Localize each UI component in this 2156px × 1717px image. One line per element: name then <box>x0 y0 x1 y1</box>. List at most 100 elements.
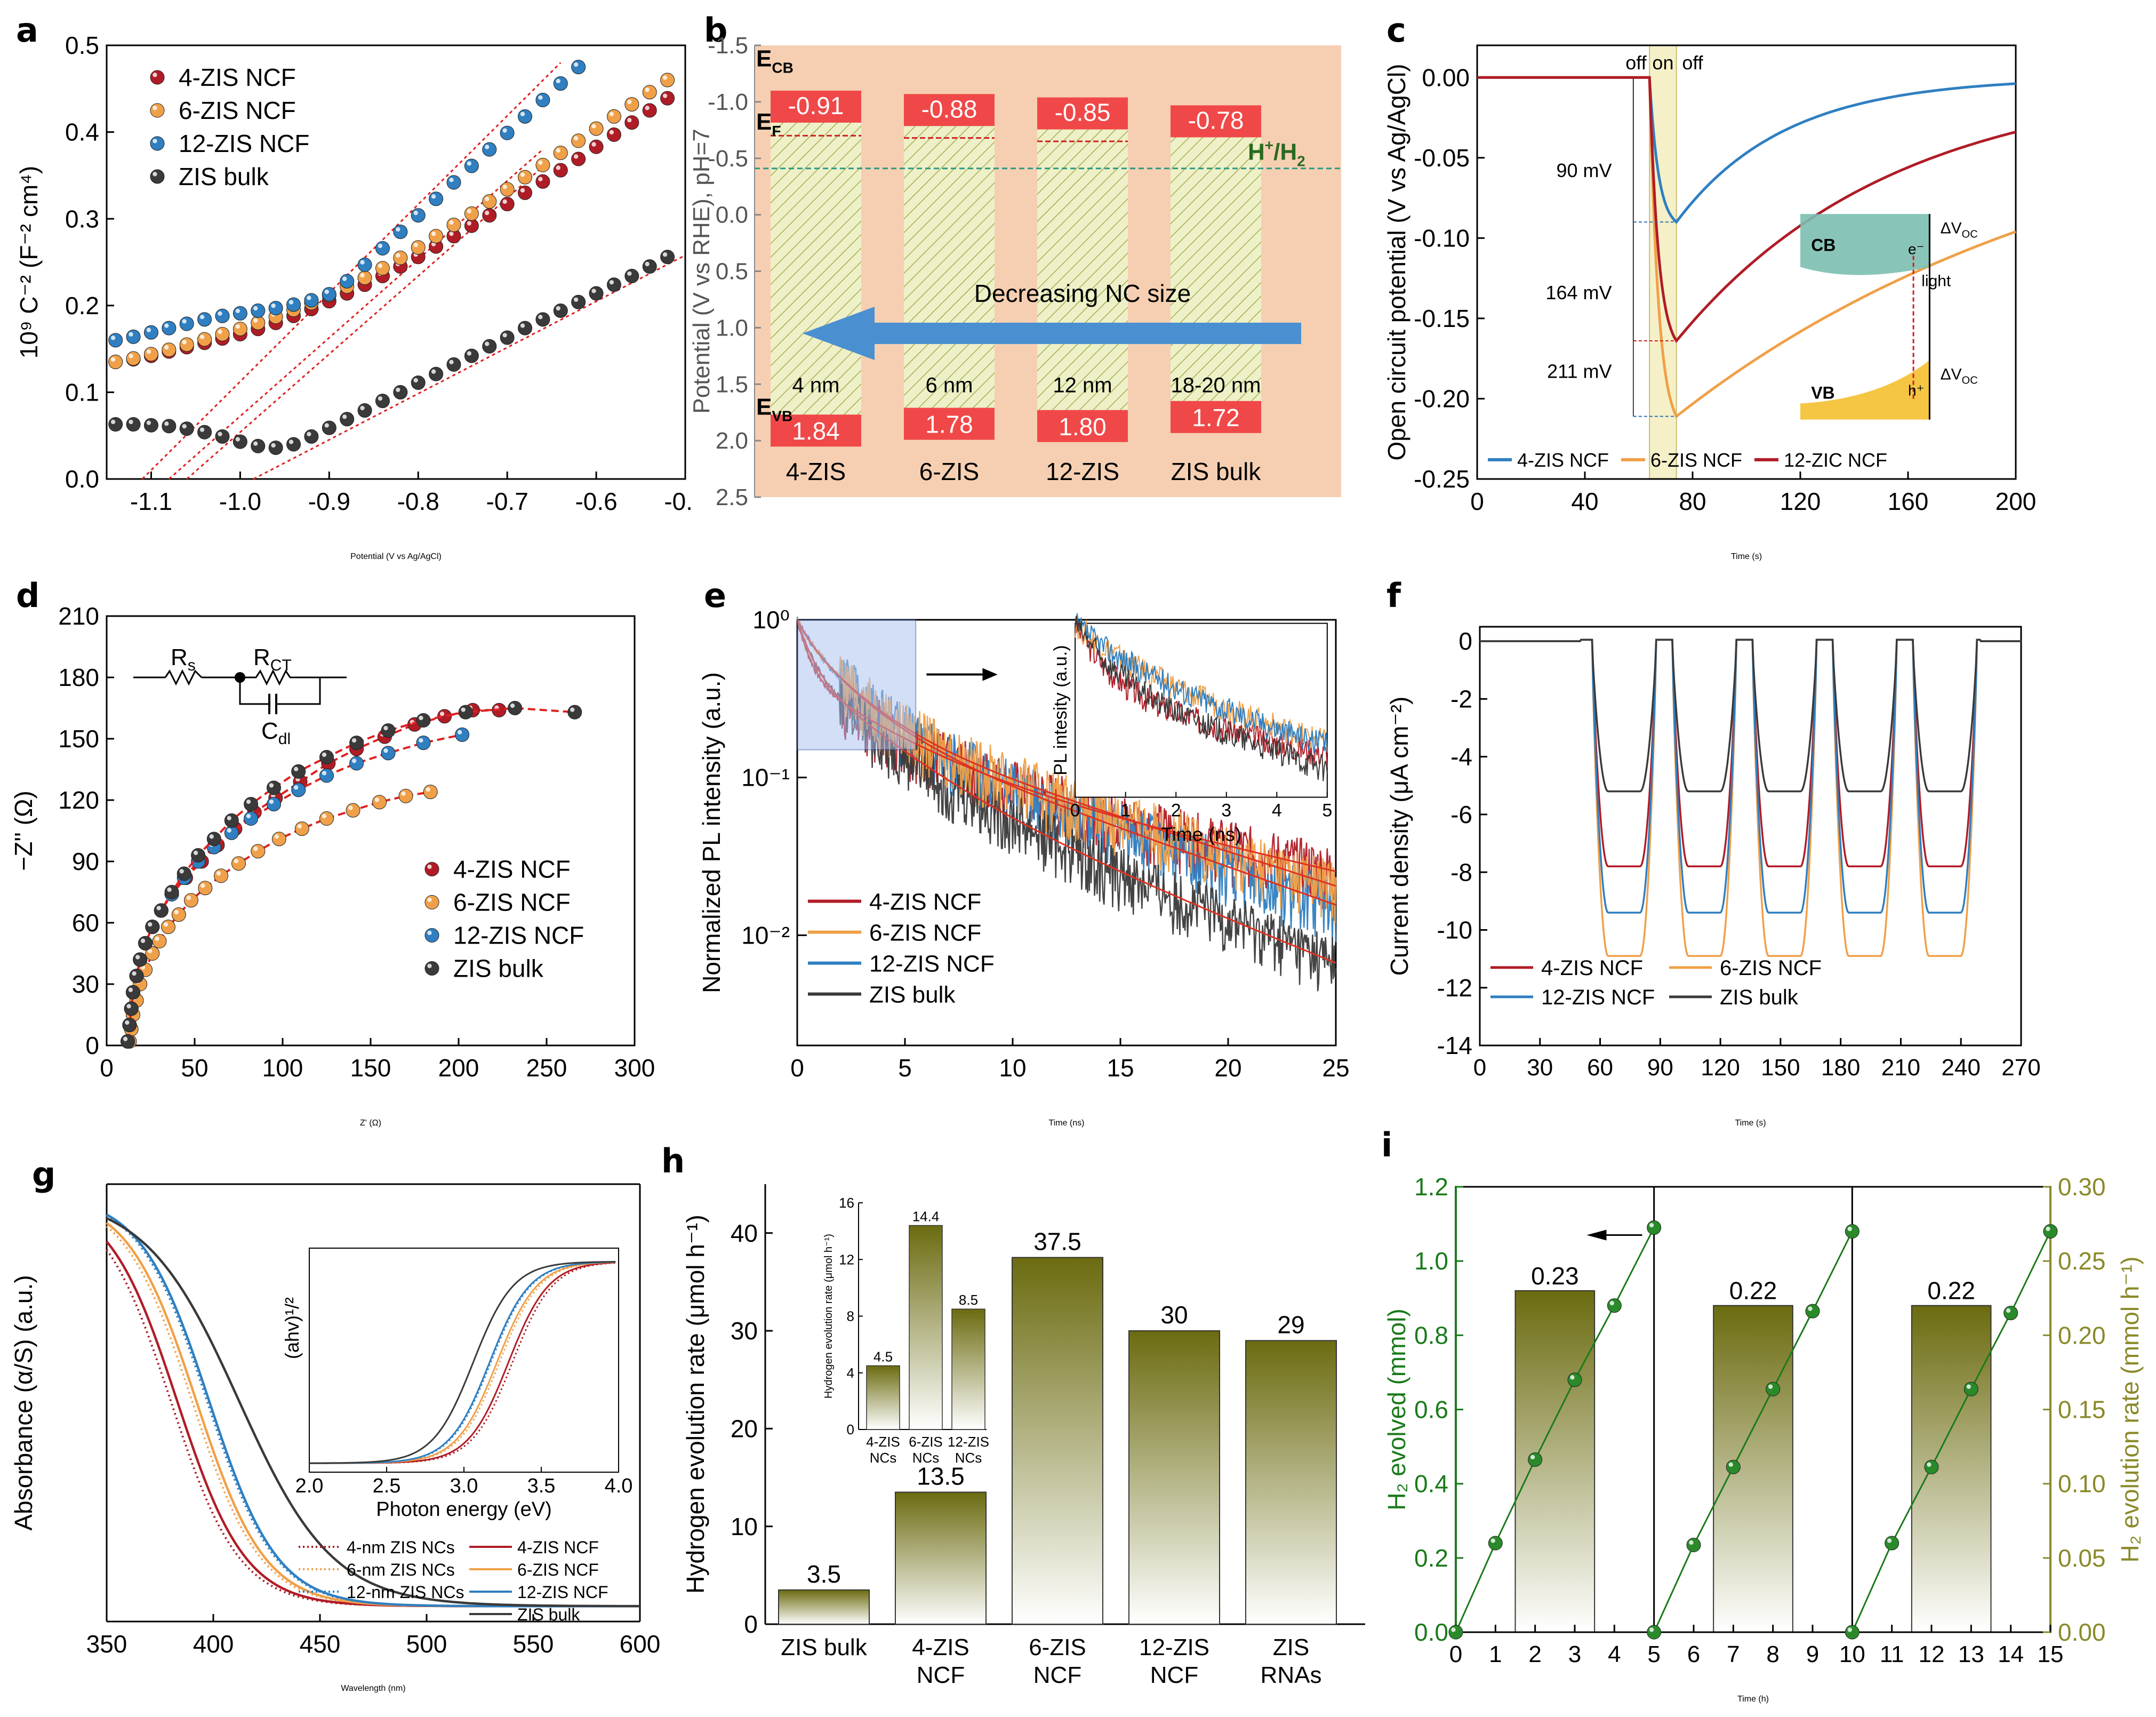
marker-body <box>500 182 515 197</box>
marker-highlight <box>129 419 133 425</box>
marker-highlight <box>556 306 560 311</box>
data-point <box>518 321 533 336</box>
data-point <box>143 325 158 340</box>
fit-line <box>141 62 562 480</box>
legend-marker <box>424 862 439 876</box>
inset-category-label: 6-ZIS <box>909 1434 943 1450</box>
size-label: 6 nm <box>926 373 973 397</box>
panel-label-h: h <box>661 1141 685 1180</box>
data-point <box>224 813 239 828</box>
marker-highlight <box>1768 1384 1773 1389</box>
marker-body <box>464 206 479 221</box>
marker-highlight <box>485 145 490 149</box>
circuit-rs <box>164 669 203 686</box>
data-point <box>304 429 319 444</box>
marker-body <box>571 133 586 148</box>
x-tick-label: 180 <box>1821 1055 1860 1081</box>
data-point <box>143 347 158 362</box>
data-point <box>1924 1459 1939 1474</box>
x-axis-label: Wavelength (nm) <box>341 1684 405 1693</box>
x-tick-label: 0 <box>1473 1055 1486 1081</box>
inset-x-label: Photon energy (eV) <box>376 1498 552 1521</box>
data-point <box>268 301 283 316</box>
data-point <box>571 60 586 75</box>
marker-highlight <box>293 785 299 790</box>
data-point <box>1885 1536 1899 1551</box>
marker-highlight <box>234 859 239 864</box>
category-label: 4-ZIS <box>912 1634 969 1660</box>
marker-body <box>500 330 515 345</box>
marker-body <box>589 121 604 136</box>
marker-highlight <box>467 209 471 214</box>
cb-value: -0.88 <box>921 95 977 123</box>
marker-highlight <box>520 188 525 193</box>
data-point <box>215 308 230 323</box>
marker-highlight <box>1609 1300 1614 1306</box>
marker-highlight <box>174 909 179 915</box>
annotation: 90 mV <box>1556 159 1612 181</box>
inset-bar <box>866 1365 900 1430</box>
data-point <box>152 934 167 948</box>
x-tick-label: 50 <box>181 1054 208 1082</box>
data-point <box>138 936 153 951</box>
x-tick-label: 350 <box>86 1630 127 1658</box>
x-tick-label: 300 <box>614 1054 655 1082</box>
data-point <box>606 109 621 124</box>
chart-g-absorbance: 350 400 450 500 550 600 2.0 2.5 3.0 3.5 4.0 Photon … <box>10 1183 660 1693</box>
marker-highlight <box>123 1036 128 1041</box>
category-label: 6-ZIS <box>1029 1634 1086 1660</box>
vb-value: 1.84 <box>792 417 840 445</box>
data-point <box>124 1001 139 1016</box>
data-point <box>535 312 550 327</box>
x-tick-label: 6 <box>1687 1641 1700 1667</box>
y-tick-label: -1.0 <box>708 89 748 115</box>
marker-body <box>251 315 266 330</box>
inset-x-label: Time (ns) <box>1161 824 1241 845</box>
y-tick-label: 0.4 <box>65 118 99 146</box>
marker-body <box>571 60 586 75</box>
marker-highlight <box>146 349 151 354</box>
marker-highlight <box>216 871 221 876</box>
legend-label: 6-nm ZIS NCs <box>347 1560 455 1579</box>
marker-highlight <box>179 869 184 874</box>
legend-label: 4-nm ZIS NCs <box>347 1538 455 1557</box>
cb-value: -0.78 <box>1188 106 1244 134</box>
marker-highlight <box>556 165 560 170</box>
data-point <box>294 821 309 836</box>
ocp-curve <box>1477 76 2016 344</box>
marker-highlight <box>378 263 383 268</box>
data-point <box>171 907 186 922</box>
y-tick-label: 0.0 <box>716 202 748 228</box>
marker-body <box>126 329 141 344</box>
y-tick-label: 180 <box>58 664 99 691</box>
marker-body <box>589 139 604 154</box>
legend-label: 4-ZIS NCF <box>453 856 571 883</box>
marker-highlight <box>322 813 327 819</box>
marker-body <box>214 868 228 883</box>
marker-body <box>571 151 586 166</box>
marker-highlight <box>348 805 353 810</box>
legend-label: 4-ZIS NCF <box>517 1538 599 1557</box>
data-point <box>1805 1304 1820 1319</box>
marker-highlight <box>235 437 240 442</box>
y-tick-label: 60 <box>72 909 99 937</box>
marker-highlight <box>253 318 258 323</box>
data-point <box>567 705 582 720</box>
marker-highlight <box>449 360 454 364</box>
marker-body <box>179 316 194 331</box>
x-tick-label: 500 <box>406 1630 447 1658</box>
x-tick-label: 90 <box>1647 1055 1673 1081</box>
inset-x-tick-label: 4.0 <box>605 1475 633 1497</box>
marker-body <box>291 782 306 797</box>
marker-body <box>500 125 515 140</box>
marker-body <box>375 261 390 276</box>
marker-body <box>357 257 372 272</box>
zoom-arrow-head <box>982 668 998 681</box>
cb-value: -0.85 <box>1055 99 1111 126</box>
marker-body <box>1766 1381 1781 1396</box>
x-tick-label: 120 <box>1701 1055 1740 1081</box>
data-point <box>2003 1306 2018 1321</box>
vb-value: 1.72 <box>1192 404 1240 432</box>
data-point <box>411 208 426 223</box>
y-tick-label: 120 <box>58 786 99 814</box>
